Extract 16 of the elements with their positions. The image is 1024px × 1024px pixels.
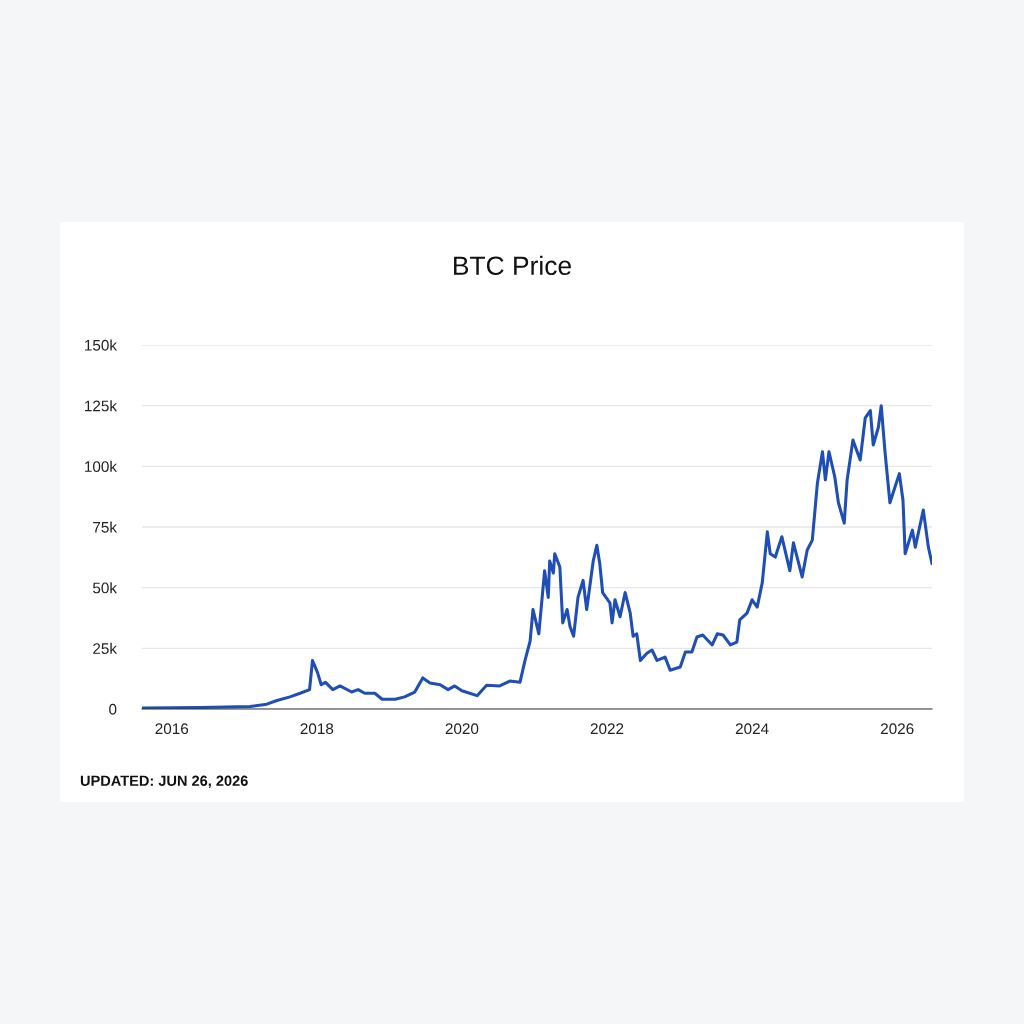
- x-tick-label: 2020: [445, 723, 479, 735]
- y-tick-label: 125k: [85, 400, 118, 412]
- chart-title: BTC Price: [454, 255, 571, 276]
- x-tick-label: 2022: [590, 723, 624, 735]
- y-tick-label: 0: [109, 703, 117, 715]
- y-tick-label: 100k: [85, 460, 118, 473]
- x-tick-label: 2018: [300, 723, 334, 735]
- line-series: [142, 404, 932, 709]
- text: UPDATED: JUN 26, 2026: [80, 775, 248, 789]
- x-tick-label: 2024: [735, 723, 769, 735]
- y-tick-label: 25k: [93, 642, 118, 655]
- y-tick-label: 50k: [92, 582, 118, 594]
- x-tick-label: 2016: [155, 723, 189, 735]
- y-tick-label: 150k: [85, 339, 118, 351]
- x-tick-label: 2026: [880, 723, 914, 735]
- y-tick-label: 75k: [93, 521, 118, 533]
